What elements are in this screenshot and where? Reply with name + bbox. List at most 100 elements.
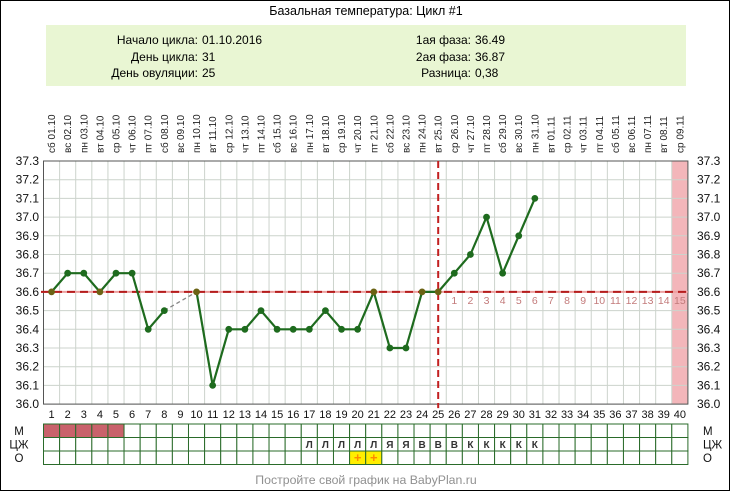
- date-label: ср 02.11: [563, 115, 574, 153]
- temperature-point: [209, 382, 217, 389]
- cervical-fluid-cell: [252, 437, 270, 452]
- temperature-point: [64, 269, 72, 277]
- menstruation-cell: [574, 423, 592, 438]
- day-number: 6: [129, 409, 135, 421]
- babyplan-link[interactable]: Постройте свой график на BabyPlan.ru: [255, 473, 477, 487]
- opk-cell: [590, 450, 608, 465]
- y-axis-label-right: 37.3: [697, 154, 721, 168]
- menstruation-cell: [220, 423, 238, 438]
- day-number: 23: [400, 409, 412, 421]
- opk-cell: [574, 450, 592, 465]
- day-number: 10: [190, 409, 202, 421]
- date-label: ср 26.10: [450, 114, 461, 153]
- cycle-start-label: Начало цикла:: [116, 33, 198, 47]
- date-label: вс 06.11: [627, 115, 638, 153]
- day-number: 14: [255, 409, 267, 421]
- day-number: 18: [319, 409, 331, 421]
- day-number: 19: [335, 409, 347, 421]
- cervical-fluid-cell: [590, 437, 608, 452]
- day-number: 3: [81, 409, 87, 421]
- date-label: вс 02.10: [63, 115, 74, 153]
- dpo-number: 14: [658, 295, 670, 307]
- menstruation-cell: [139, 423, 157, 438]
- date-label: ср 19.10: [337, 114, 348, 153]
- cervical-fluid-cell: [171, 437, 189, 452]
- menstruation-cell: [542, 423, 560, 438]
- cervical-fluid-letter: К: [516, 440, 523, 451]
- y-axis-label-right: 36.1: [697, 378, 721, 392]
- cycle-info-group: Начало цикла: 01.10.2016 День цикла: 31 …: [48, 32, 262, 82]
- date-label: пт 04.11: [595, 116, 606, 153]
- ovulation-day-label: День овуляции:: [111, 66, 198, 80]
- temperature-point: [467, 251, 474, 258]
- menstruation-cell: [429, 423, 447, 438]
- phase2-value: 36.87: [475, 49, 506, 64]
- day-number: 26: [448, 409, 460, 421]
- day-number: 35: [593, 409, 605, 421]
- menstruation-cell: [381, 423, 399, 438]
- date-label: сб 22.10: [384, 114, 396, 153]
- day-number: 39: [658, 409, 670, 421]
- temperature-point: [402, 344, 410, 352]
- opk-cell: [91, 450, 109, 465]
- phase1-label: 1ая фаза:: [415, 33, 471, 47]
- date-label: сб 29.10: [497, 114, 509, 153]
- cervical-fluid-cell: [91, 437, 109, 452]
- cervical-fluid-letter: В: [435, 440, 442, 451]
- cervical-fluid-cell: [284, 437, 302, 452]
- temperature-point: [370, 288, 378, 296]
- opk-cell: [252, 450, 270, 465]
- date-label: ср 12.10: [224, 114, 235, 153]
- cervical-fluid-cell: [139, 437, 157, 452]
- day-number: 1: [48, 409, 54, 421]
- cervical-fluid-letter: Л: [338, 440, 345, 451]
- opk-cell: [671, 450, 689, 465]
- opk-plus: +: [354, 450, 362, 465]
- temperature-point: [193, 288, 200, 296]
- opk-cell: [155, 450, 173, 465]
- opk-cell: [171, 450, 189, 465]
- temperature-point: [515, 232, 523, 240]
- date-label: сб 15.10: [272, 114, 284, 153]
- menstruation-cell: [171, 423, 189, 438]
- date-label: вс 16.10: [289, 115, 300, 153]
- menstruation-cell: [590, 423, 608, 438]
- day-number: 33: [561, 409, 573, 421]
- opk-cell: [236, 450, 254, 465]
- cervical-fluid-cell: [606, 437, 624, 452]
- opk-cell: [139, 450, 157, 465]
- y-axis-label-left: 36.0: [16, 397, 40, 411]
- date-label: ср 09.11: [675, 115, 686, 153]
- opk-cell: [316, 450, 334, 465]
- opk-cell: [220, 450, 238, 465]
- temperature-point: [144, 325, 152, 333]
- menstruation-cell: [445, 423, 463, 438]
- temperature-point: [531, 195, 539, 202]
- date-label: вт 04.10: [95, 115, 106, 153]
- date-label: вс 23.10: [401, 115, 412, 153]
- y-axis-label-left: 36.4: [16, 322, 40, 336]
- dpo-number: 6: [532, 295, 538, 307]
- cervical-fluid-letter: Л: [354, 440, 361, 451]
- cervical-fluid-cell: [123, 437, 141, 452]
- opk-cell: [429, 450, 447, 465]
- menstruation-cell: [316, 423, 334, 438]
- opk-cell: [123, 450, 141, 465]
- temperature-point: [450, 269, 458, 277]
- opk-cell: [494, 450, 512, 465]
- opk-cell: [639, 450, 657, 465]
- day-number: 22: [384, 409, 396, 421]
- temperature-line: [195, 197, 536, 387]
- difference-value: 0,38: [475, 66, 499, 80]
- opk-cell: [59, 450, 77, 465]
- dpo-number: 3: [484, 295, 490, 307]
- temperature-point: [241, 325, 249, 333]
- cervical-fluid-cell: [43, 437, 61, 452]
- temperature-point: [80, 269, 88, 277]
- row-label-right: М: [703, 426, 713, 438]
- day-number: 28: [480, 409, 492, 421]
- cervical-fluid-cell: [107, 437, 125, 452]
- menstruation-cell: [123, 423, 141, 438]
- date-label: пн 03.10: [79, 114, 90, 153]
